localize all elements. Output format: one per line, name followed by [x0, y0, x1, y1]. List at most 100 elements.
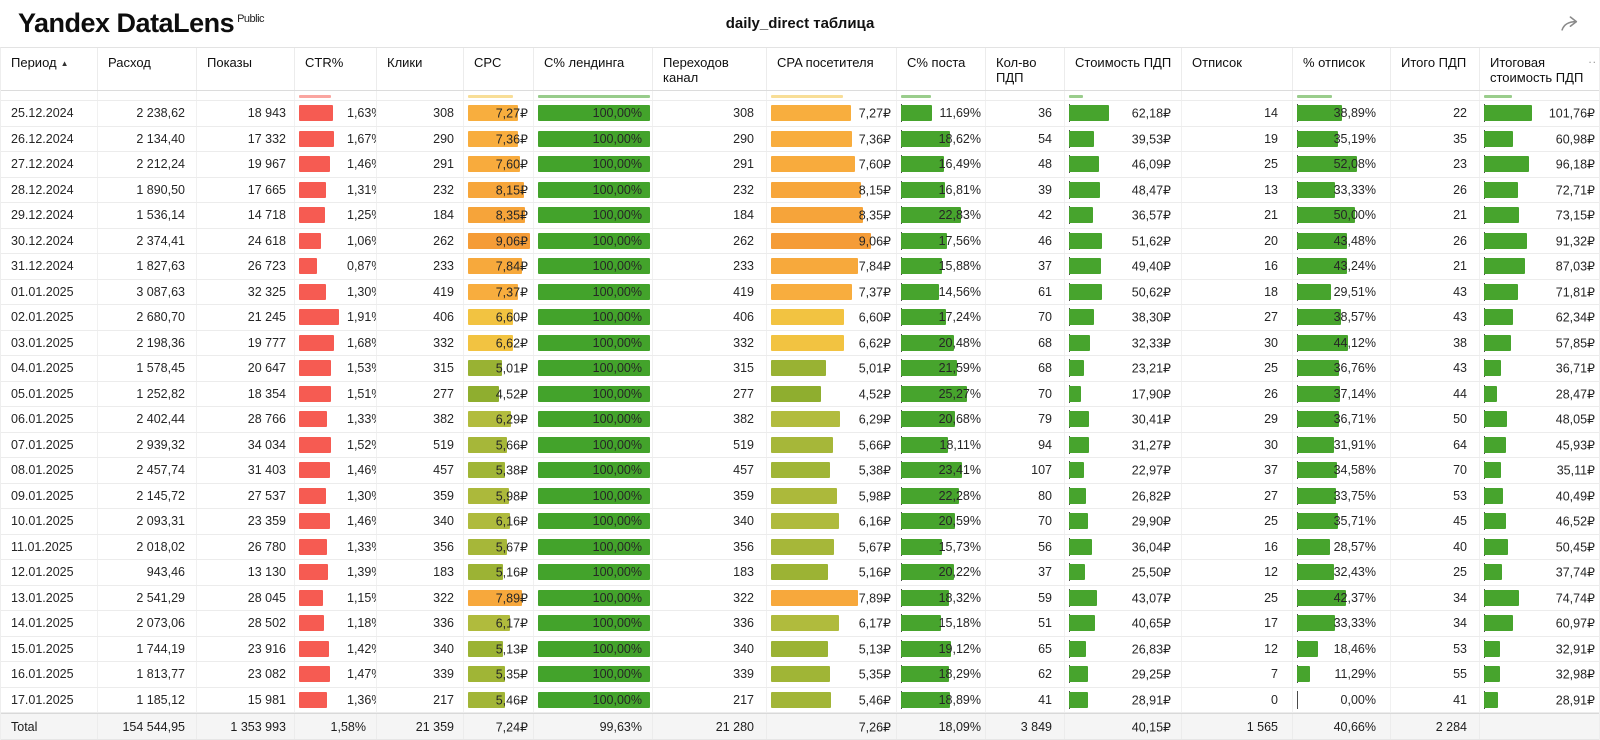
value-bar	[771, 564, 828, 581]
column-header-clicks[interactable]: Клики	[377, 48, 464, 90]
cell-value: 13 130	[247, 565, 286, 580]
table-cell-spend: 1 890,50	[98, 177, 197, 202]
table-cell-unsub_pct: 43,24%	[1293, 254, 1391, 279]
column-header-period[interactable]: Период ▲	[1, 48, 98, 90]
cell-value: 80	[1038, 488, 1052, 503]
column-header-spend[interactable]: Расход	[98, 48, 197, 90]
table-row[interactable]: 07.01.2025 2 939,32 34 034 1,52% 519 5,66₽ 100…	[1, 432, 1599, 458]
column-header-cpc[interactable]: CPC	[464, 48, 534, 90]
table-cell-post_cr: 20,48%	[897, 330, 986, 355]
table-row[interactable]: 05.01.2025 1 252,82 18 354 1,51% 277 4,52₽ 100…	[1, 381, 1599, 407]
table-cell-unsubs: 30	[1182, 330, 1293, 355]
table-row[interactable]: 17.01.2025 1 185,12 15 981 1,36% 217 5,46₽ 100…	[1, 687, 1599, 713]
value-bar	[468, 283, 518, 300]
table-row[interactable]: 16.01.2025 1 813,77 23 082 1,47% 339 5,35₽ 100…	[1, 662, 1599, 688]
column-header-unsub_pct[interactable]: % отписок	[1293, 48, 1391, 90]
table-row[interactable]: 30.12.2024 2 374,41 24 618 1,06% 262 9,06₽ 100…	[1, 228, 1600, 254]
cell-value: 100,00%	[592, 335, 642, 350]
value-bar	[468, 487, 509, 504]
table-row[interactable]: 12.01.2025 943,46 13 130 1,39% 183 5,16₽ 100,0…	[1, 560, 1599, 586]
table-row[interactable]: 06.01.2025 2 402,44 28 766 1,33% 382 6,29₽ 100…	[1, 407, 1599, 433]
cell-value: 35,71%	[1333, 514, 1376, 529]
total-value: 1 565	[1246, 719, 1278, 734]
table-cell-landing_cr: 100,00%	[534, 305, 653, 330]
cell-value: 33,33%	[1333, 616, 1376, 631]
column-header-total_pdp_cost[interactable]: Итоговая стоимость ПДП..	[1490, 52, 1597, 85]
table-row[interactable]: 09.01.2025 2 145,72 27 537 1,30% 359 5,98₽ 100…	[1, 483, 1599, 509]
table-cell-post_cr: 18,32%	[897, 585, 986, 610]
cell-value: 12	[1264, 565, 1278, 580]
value-bar	[538, 538, 650, 555]
table-row[interactable]: 13.01.2025 2 541,29 28 045 1,15% 322 7,89₽ 100…	[1, 585, 1599, 611]
cell-value: 6,29₽	[495, 412, 528, 427]
table-cell-total_pdp: 21	[1391, 254, 1480, 279]
table-cell-pdp_cost: 17,90₽	[1065, 381, 1182, 406]
table-cell-pdp_count: 36	[986, 101, 1065, 126]
table-cell-period: 26.12.2024	[1, 126, 98, 151]
table-cell-post_cr: 23,41%	[897, 458, 986, 483]
cell-value: 17	[1264, 616, 1278, 631]
table-row[interactable]: 02.01.2025 2 680,70 21 245 1,91% 406 6,60₽ 100…	[1, 305, 1599, 331]
table-cell-unsubs: 16	[1182, 534, 1293, 559]
column-header-unsubs[interactable]: Отписок	[1182, 48, 1293, 90]
table-cell-ctr: 1,31%	[295, 177, 377, 202]
cell-value: 26	[1453, 233, 1467, 248]
column-header-impressions[interactable]: Показы	[197, 48, 295, 90]
value-bar	[901, 258, 942, 275]
total-cell-clicks: 21 359	[377, 714, 464, 739]
column-header-landing_cr[interactable]: С% лендинга	[534, 48, 653, 90]
table-row[interactable]: 31.12.2024 1 827,63 26 723 0,87% 233 7,84₽ 100…	[1, 254, 1599, 280]
cell-value: 100,00%	[592, 106, 642, 121]
total-cell-total_pdp: 2 284	[1391, 714, 1480, 739]
cell-value: 42	[1038, 208, 1052, 223]
table-row[interactable]: 27.12.2024 2 212,24 19 967 1,46% 291 7,60₽ 100…	[1, 152, 1599, 178]
value-bar	[1484, 513, 1506, 530]
column-header-total_pdp[interactable]: Итого ПДП	[1391, 48, 1480, 90]
table-row[interactable]: 25.12.2024 2 238,62 18 943 1,63% 308 7,27₽ 100…	[1, 101, 1599, 127]
table-cell-cpc: 6,60₽	[464, 305, 534, 330]
cell-value: 19,12%	[938, 641, 981, 656]
table-row[interactable]: 14.01.2025 2 073,06 28 502 1,18% 336 6,17₽ 100…	[1, 611, 1599, 637]
share-icon[interactable]	[1558, 12, 1580, 34]
table-cell-total_pdp_cost: 91,32₽	[1480, 229, 1600, 254]
table-row[interactable]: 10.01.2025 2 093,31 23 359 1,46% 340 6,16₽ 100…	[1, 509, 1599, 535]
value-bar	[1484, 130, 1513, 147]
table-cell-ctr: 1,68%	[295, 330, 377, 355]
table-cell-cpc: 5,46₽	[464, 687, 534, 712]
table-cell-ctr: 1,33%	[295, 534, 377, 559]
cell-value: 7,37₽	[495, 285, 528, 300]
table-row[interactable]: 08.01.2025 2 457,74 31 403 1,46% 457 5,38₽ 100…	[1, 458, 1599, 484]
value-bar	[771, 95, 843, 98]
column-header-ctr[interactable]: CTR%	[295, 48, 377, 90]
table-row[interactable]: 04.01.2025 1 578,45 20 647 1,53% 315 5,01₽ 100…	[1, 356, 1599, 382]
table-row[interactable]: 01.01.2025 3 087,63 32 325 1,30% 419 7,37₽ 100…	[1, 279, 1599, 305]
table-row[interactable]: 03.01.2025 2 198,36 19 777 1,68% 332 6,62₽ 100…	[1, 330, 1599, 356]
cell-value: 18,62%	[938, 131, 981, 146]
value-bar	[1069, 156, 1099, 173]
column-header-cpa[interactable]: CPA посетителя	[767, 48, 897, 90]
column-header-pdp_count[interactable]: Кол-во ПДП	[986, 48, 1065, 90]
cell-value: 5,35₽	[495, 667, 528, 682]
table-cell-impressions: 17 332	[197, 126, 295, 151]
table-row[interactable]: 29.12.2024 1 536,14 14 718 1,25% 184 8,35₽ 100…	[1, 203, 1599, 229]
table-row[interactable]: 11.01.2025 2 018,02 26 780 1,33% 356 5,67₽ 100…	[1, 534, 1599, 560]
total-value: 2 284	[1435, 719, 1467, 734]
table-row[interactable]: 26.12.2024 2 134,40 17 332 1,67% 290 7,36₽ 100…	[1, 126, 1599, 152]
table-cell-impressions: 14 718	[197, 203, 295, 228]
cell-value: 100,00%	[592, 386, 642, 401]
table-cell-post_cr: 17,24%	[897, 305, 986, 330]
table-row[interactable]: 15.01.2025 1 744,19 23 916 1,42% 340 5,13₽ 100…	[1, 636, 1599, 662]
value-bar	[771, 309, 844, 326]
column-header-channel_visits[interactable]: Переходов канал	[653, 48, 767, 90]
table-row[interactable]: 28.12.2024 1 890,50 17 665 1,31% 232 8,15₽ 100…	[1, 177, 1599, 203]
table-cell-ctr: 1,53%	[295, 356, 377, 381]
column-header-pdp_cost[interactable]: Стоимость ПДП	[1065, 48, 1182, 90]
table-cell-spend: 2 145,72	[98, 483, 197, 508]
value-bar	[468, 513, 510, 530]
cell-value: 10.01.2025	[11, 514, 74, 529]
cell-value: 14,56%	[938, 284, 981, 299]
value-bar	[1297, 564, 1334, 581]
table-cell-channel_visits: 340	[653, 636, 767, 661]
partially-scrolled-row[interactable]	[1, 91, 1599, 101]
column-header-post_cr[interactable]: С% поста	[897, 48, 986, 90]
